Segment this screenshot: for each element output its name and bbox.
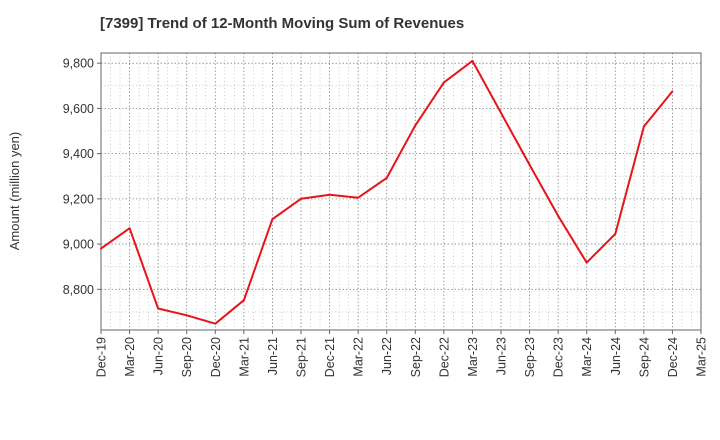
x-tick-label: Dec-22 [437,337,451,377]
data-point [414,124,417,127]
grid-lines [101,53,701,330]
data-point [528,163,531,166]
data-point [242,299,245,302]
y-tick-label: 9,200 [63,192,94,206]
x-tick-label: Dec-20 [209,337,223,377]
x-tick-label: Sep-22 [409,337,423,377]
x-tick-label: Sep-20 [180,337,194,377]
data-point [642,125,645,128]
x-tick-label: Jun-24 [609,337,623,375]
y-axis-label: Amount (million yen) [7,132,22,251]
x-tick-label: Jun-20 [152,337,166,375]
x-tick-label: Jun-23 [495,337,509,375]
data-point [128,227,131,230]
y-tick-label: 9,400 [63,147,94,161]
x-tick-label: Sep-23 [523,337,537,377]
x-axis-ticks: Dec-19 Mar-20 Jun-20 Sep-20 Dec-20 Mar-21 Jun-… [95,330,709,377]
y-tick-label: 9,000 [63,238,94,252]
data-point [585,261,588,264]
data-point [671,90,674,93]
x-tick-label: Dec-21 [323,337,337,377]
x-tick-label: Mar-25 [695,337,709,377]
data-point [185,314,188,317]
y-tick-label: 8,800 [63,283,94,297]
data-point [100,247,102,250]
x-tick-label: Mar-22 [352,337,366,377]
x-tick-label: Jun-21 [266,337,280,375]
data-point [157,307,160,310]
data-point [357,196,360,199]
data-point [300,197,302,200]
data-point [214,322,217,325]
chart-title: [7399] Trend of 12-Month Moving Sum of R… [100,15,465,32]
data-point [271,218,274,221]
y-axis-ticks: 8,800 9,000 9,200 9,400 9,600 9,800 [63,57,101,297]
data-point [328,193,331,196]
plot-area-frame [100,52,702,331]
x-tick-label: Mar-20 [123,337,137,377]
x-tick-label: Mar-24 [580,337,594,377]
x-tick-label: Jun-22 [380,337,394,375]
y-tick-label: 9,600 [63,102,94,116]
data-point [442,81,445,84]
data-point [557,214,560,217]
x-tick-label: Dec-24 [666,337,680,377]
data-point [500,111,502,114]
x-tick-label: Sep-24 [637,337,651,377]
x-tick-label: Mar-21 [237,337,251,377]
y-tick-label: 9,800 [63,57,94,71]
data-point [471,59,474,62]
data-point [614,232,617,235]
x-tick-label: Dec-19 [95,337,109,377]
series-layer [100,59,674,325]
x-tick-label: Dec-23 [552,337,566,377]
data-point [385,177,388,180]
x-tick-label: Mar-23 [466,337,480,377]
x-tick-label: Sep-21 [295,337,309,377]
